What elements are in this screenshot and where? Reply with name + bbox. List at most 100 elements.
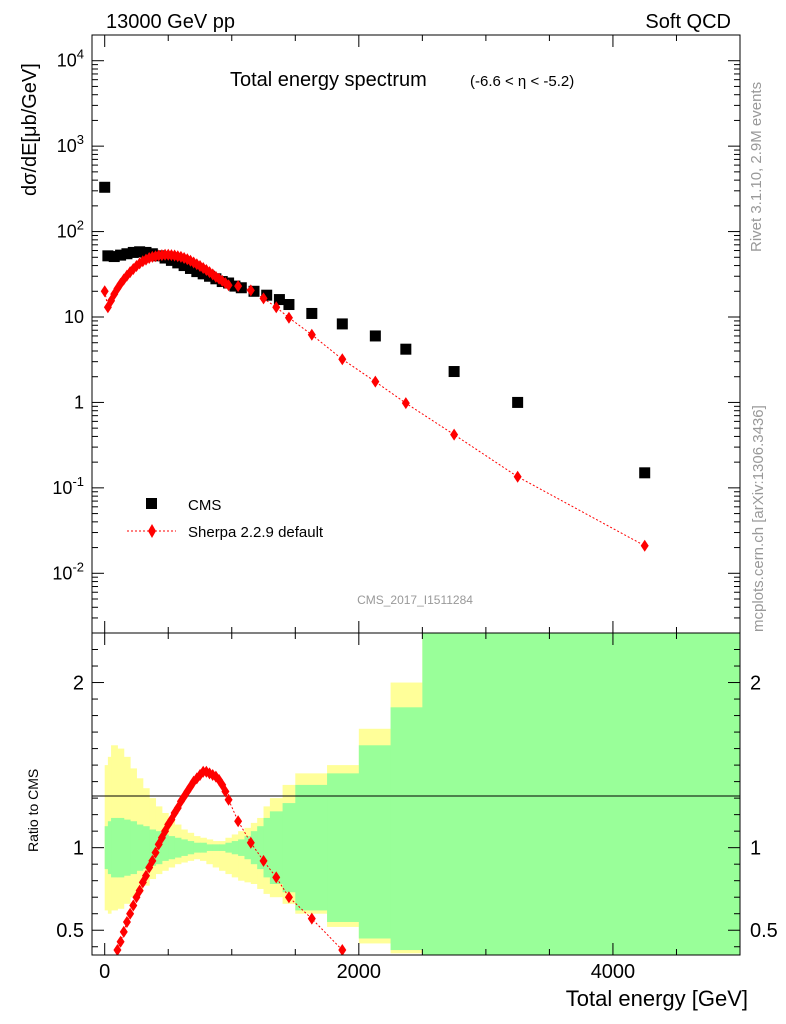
ratio-inner-band [295, 784, 328, 911]
legend-marker-sherpa [148, 524, 156, 538]
ratio-inner-band [231, 841, 239, 855]
ratio-inner-band [250, 831, 258, 865]
ratio-inner-band [257, 826, 265, 870]
ratio-y-tick-label: 1 [73, 838, 84, 860]
legend-label-cms: CMS [188, 497, 221, 514]
main-plot-title-range: (-6.6 < η < -5.2) [470, 73, 574, 90]
ratio-inner-band [485, 633, 550, 955]
sherpa-data-point [272, 301, 281, 314]
ratio-y-tick-label-right: 2 [750, 673, 761, 695]
cms-data-point [178, 260, 190, 272]
legend: CMS Sherpa 2.2.9 default [127, 497, 324, 541]
x-tick-label: 2000 [337, 961, 382, 983]
main-plot-title: Total energy spectrum [230, 69, 427, 91]
ratio-y-tick-label: 0.5 [56, 920, 84, 942]
cms-data-point [400, 343, 412, 355]
sherpa-data-point [246, 284, 255, 297]
x-tick-label: 4000 [591, 961, 636, 983]
cms-data-point [108, 251, 120, 263]
sherpa-ratio-point [135, 884, 144, 897]
ratio-outer-band [231, 834, 239, 878]
ratio-inner-band [358, 745, 392, 939]
ratio-inner-band [187, 841, 195, 855]
y-tick-label: 10 [64, 307, 84, 327]
sherpa-data-point [307, 328, 316, 341]
ratio-outer-band [206, 839, 214, 865]
cms-data-point [261, 289, 273, 301]
ratio-inner-band [174, 837, 182, 858]
cms-data-point [140, 246, 152, 258]
ratio-inner-band [282, 803, 296, 893]
ratio-inner-band [142, 826, 150, 870]
ratio-inner-band [130, 821, 137, 875]
y-tick-label: 102 [57, 218, 84, 242]
ratio-inner-band [168, 836, 176, 860]
sherpa-ratio-point [246, 836, 255, 849]
ratio-outer-band [225, 837, 233, 875]
sherpa-ratio-point [129, 899, 138, 912]
cms-data-point [512, 396, 524, 408]
ratio-inner-band [219, 844, 226, 851]
y-tick-label: 10-2 [52, 559, 84, 583]
y-tick-label: 10-1 [52, 474, 84, 498]
ratio-inner-band [161, 834, 169, 861]
ratio-inner-band [200, 842, 207, 853]
sherpa-ratio-point [148, 854, 157, 867]
cms-data-point [306, 307, 318, 319]
ratio-outer-band [212, 841, 220, 868]
cms-data-point [369, 330, 381, 342]
legend-label-sherpa: Sherpa 2.2.9 default [188, 524, 324, 541]
ratio-inner-band [117, 817, 125, 878]
cms-data-point [639, 467, 651, 479]
sherpa-ratio-point [126, 907, 135, 920]
cms-data-point [172, 257, 184, 269]
ratio-inner-band [104, 826, 109, 870]
sherpa-data-point [371, 375, 380, 388]
sherpa-ratio-point [259, 854, 268, 867]
sherpa-data-point [284, 311, 293, 324]
ratio-inner-band [238, 839, 245, 856]
ratio-inner-band [244, 836, 252, 860]
source-label: mcplots.cern.ch [arXiv:1306.3436] [750, 405, 767, 632]
ratio-inner-band [111, 817, 118, 878]
cms-data-point [134, 246, 146, 258]
ratio-inner-band [212, 844, 220, 851]
sherpa-data-point [100, 285, 109, 298]
ratio-inner-band [193, 842, 201, 853]
cms-data-point [121, 248, 133, 260]
header-left-label: 13000 GeV pp [106, 11, 235, 33]
main-plot-data [99, 181, 651, 552]
sherpa-ratio-point [221, 785, 230, 798]
x-tick-label: 0 [99, 961, 110, 983]
sherpa-data-point [401, 397, 410, 410]
main-axis-ticks: 10-2 10-1 1 10 102 103 104 [52, 34, 741, 634]
cms-data-point [283, 299, 295, 311]
cms-data-point [273, 294, 285, 306]
ratio-y-tick-label-right: 1 [750, 838, 761, 860]
sherpa-ratio-point [338, 944, 347, 955]
x-axis-label: Total energy [GeV] [566, 986, 748, 1011]
sherpa-ratio-point [151, 846, 160, 859]
ratio-outer-band [219, 841, 226, 871]
header-right-label: Soft QCD [645, 11, 731, 33]
y-tick-label: 103 [57, 132, 84, 156]
analysis-watermark: CMS_2017_I1511284 [357, 593, 473, 607]
sherpa-ratio-point [224, 793, 233, 806]
sherpa-curve [104, 254, 645, 547]
sherpa-ratio-point [119, 925, 128, 938]
cms-data-point [115, 249, 127, 261]
sherpa-ratio-point [122, 915, 131, 928]
ratio-y-tick-label: 2 [73, 673, 84, 695]
main-y-axis-label: dσ/dE[μb/GeV] [19, 63, 41, 196]
y-tick-label: 104 [57, 47, 84, 71]
cms-data-point [127, 246, 139, 258]
ratio-inner-band [206, 844, 214, 851]
ratio-inner-band [269, 811, 284, 884]
ratio-inner-band [180, 839, 188, 856]
cms-data-point [336, 318, 348, 330]
sherpa-data-point [259, 292, 268, 305]
sherpa-data-point [142, 253, 150, 266]
legend-marker-cms [146, 498, 157, 509]
sherpa-data-point [640, 539, 649, 552]
